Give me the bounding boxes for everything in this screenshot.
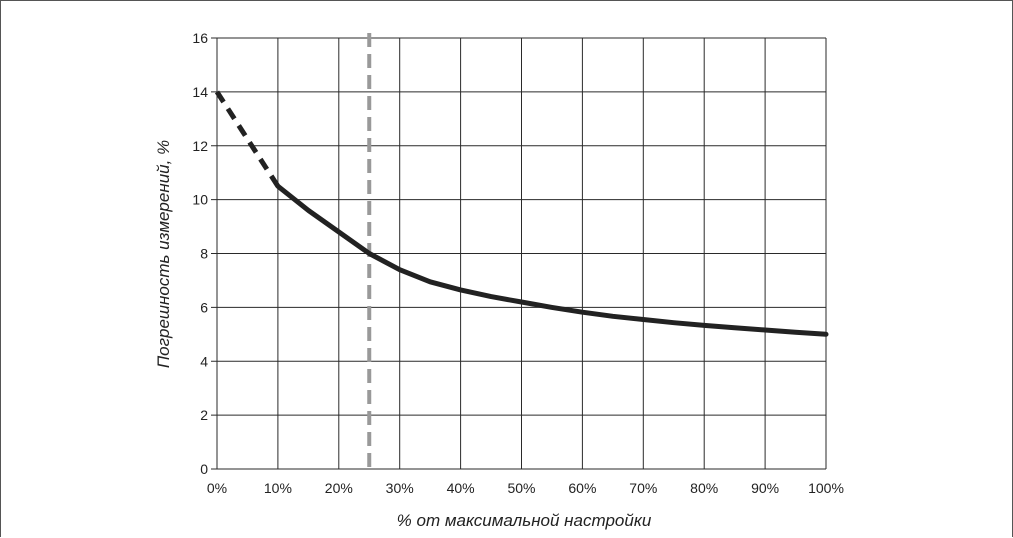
- y-tick-label: 10: [192, 192, 208, 208]
- x-tick-label: 60%: [568, 480, 596, 496]
- x-tick-label: 90%: [751, 480, 779, 496]
- y-tick-label: 12: [192, 138, 208, 154]
- x-tick-label: 50%: [507, 480, 535, 496]
- grid: [216, 37, 827, 470]
- x-tick-label: 0%: [207, 480, 227, 496]
- y-tick-label: 2: [200, 407, 208, 423]
- x-tick-label: 80%: [690, 480, 718, 496]
- x-tick-label: 10%: [264, 480, 292, 496]
- y-tick-label: 16: [192, 30, 208, 46]
- x-tick-label: 30%: [386, 480, 414, 496]
- y-tick-label: 4: [200, 353, 208, 369]
- x-axis-title: % от максимальной настройки: [397, 511, 652, 530]
- y-tick-label: 6: [200, 299, 208, 315]
- x-tick-label: 100%: [808, 480, 844, 496]
- x-axis-ticks: 0% 10% 20% 30% 40% 50% 60% 70% 80% 90% 100%: [207, 480, 844, 496]
- x-tick-label: 40%: [447, 480, 475, 496]
- extrapolated-error-curve: [214, 90, 281, 188]
- y-tick-label: 8: [200, 246, 208, 262]
- x-tick-label: 20%: [325, 480, 353, 496]
- y-axis-title: Погрешность измерений, %: [154, 140, 173, 368]
- x-tick-label: 70%: [629, 480, 657, 496]
- y-tick-label: 14: [192, 84, 208, 100]
- series-layer: [214, 33, 829, 474]
- y-axis-ticks: 0 2 4 6 8 10 12 14 16: [192, 30, 217, 477]
- error-curve: [275, 183, 829, 337]
- y-tick-label: 0: [200, 461, 208, 477]
